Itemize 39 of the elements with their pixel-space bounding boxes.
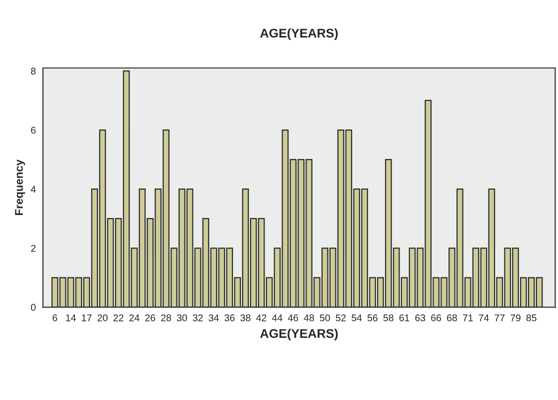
x-tick-label: 48 (304, 314, 314, 322)
y-tick-label: 2 (31, 244, 36, 252)
x-tick-label: 20 (98, 314, 108, 322)
x-tick-label: 56 (368, 314, 378, 322)
x-tick-label: 68 (447, 314, 457, 322)
x-tick-label: 6 (52, 314, 58, 322)
x-tick-label: 34 (208, 314, 219, 322)
x-tick-label: 50 (320, 314, 330, 322)
x-tick-label: 28 (161, 314, 172, 322)
y-tick-label: 4 (30, 186, 36, 193)
x-tick-label: 74 (478, 314, 489, 322)
x-tick-label: 17 (82, 314, 92, 322)
x-tick-label: 58 (383, 314, 394, 322)
y-axis-title: Frequency (15, 160, 26, 215)
x-tick-label: 24 (129, 314, 140, 322)
x-tick-label: 79 (510, 314, 520, 322)
x-tick-label: 44 (272, 314, 282, 322)
x-tick-label: 61 (399, 314, 410, 322)
x-tick-label: 46 (288, 314, 298, 322)
x-tick-label: 36 (224, 314, 235, 322)
x-tick-label: 42 (256, 314, 266, 322)
x-tick-label: 77 (494, 314, 505, 322)
x-tick-label: 38 (240, 314, 250, 322)
x-tick-label: 26 (145, 314, 156, 322)
x-tick-label: 63 (415, 314, 426, 322)
y-tick-label: 0 (30, 304, 36, 311)
x-tick-label: 32 (192, 314, 203, 322)
chart-title: AGE(YEARS) (260, 28, 338, 40)
y-tick-label: 6 (31, 126, 36, 134)
x-axis-title: AGE(YEARS) (260, 328, 338, 340)
x-tick-label: 66 (431, 314, 442, 322)
y-tick-label: 8 (31, 68, 36, 75)
x-tick-label: 52 (336, 314, 346, 322)
x-tick-label: 54 (352, 314, 362, 322)
x-tick-label: 14 (66, 314, 76, 322)
x-tick-label: 71 (462, 314, 473, 322)
x-tick-label: 85 (526, 314, 536, 322)
x-tick-label: 22 (113, 314, 124, 322)
x-tick-label: 30 (176, 314, 187, 322)
